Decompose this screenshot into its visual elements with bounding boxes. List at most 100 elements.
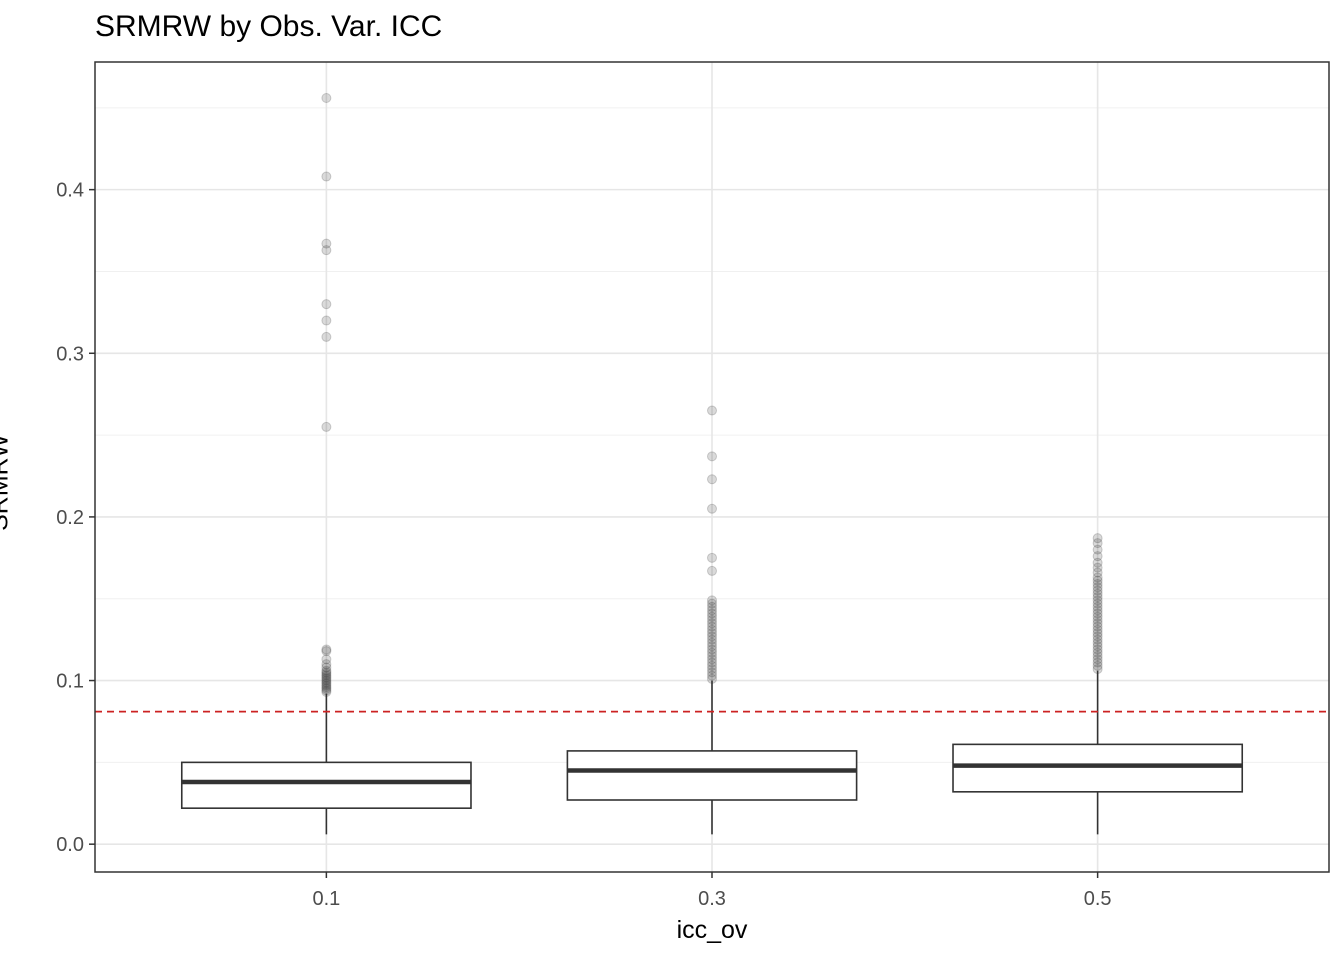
outlier-point [321, 421, 332, 432]
outlier-point [707, 474, 717, 485]
outlier-point [1092, 628, 1103, 639]
outlier-point [321, 659, 332, 670]
outlier-point [1092, 551, 1103, 562]
outlier-point [321, 683, 332, 694]
outlier-point [1092, 660, 1103, 671]
y-tick-label: 0.4 [56, 180, 84, 202]
outlier-point [1092, 585, 1103, 596]
outlier-point [321, 665, 332, 676]
outlier-point [1092, 618, 1103, 629]
outlier-point [707, 615, 717, 625]
outlier-point [707, 503, 717, 514]
x-tick-label: 0.3 [698, 888, 726, 910]
outlier-point [707, 634, 717, 645]
outlier-point [321, 662, 332, 673]
outlier-point [1092, 533, 1103, 544]
outlier-point [1092, 572, 1103, 583]
outlier-point [321, 93, 332, 103]
outlier-point [707, 565, 717, 576]
outlier-point [707, 637, 717, 648]
outlier-point [1092, 654, 1103, 665]
x-tick-label: 0.5 [1084, 888, 1112, 910]
outlier-point [707, 605, 717, 616]
outlier-point [1092, 562, 1103, 573]
outlier-point [321, 675, 332, 686]
outlier-point [1092, 621, 1103, 632]
outlier-point [707, 624, 717, 635]
outlier-point [707, 647, 717, 658]
outlier-point [1092, 651, 1103, 661]
outlier-point [321, 670, 332, 681]
outlier-point [1092, 579, 1103, 589]
outlier-point [707, 670, 717, 681]
y-tick-label: 0.3 [56, 343, 84, 365]
iqr-box [952, 743, 1244, 793]
outlier-point [1092, 644, 1103, 655]
outlier-point [321, 682, 332, 693]
outlier-point [321, 669, 332, 679]
outlier-point [1092, 624, 1103, 635]
outlier-point [707, 657, 717, 668]
axis-ticks: 0.0 0.1 0.2 0.3 0.4 0.1 0.3 0.5 [56, 180, 1111, 910]
outlier-point [1092, 611, 1103, 622]
outlier-point [1092, 631, 1103, 642]
outlier-point [321, 673, 332, 684]
outlier-point [707, 451, 717, 462]
outlier-point [1092, 592, 1103, 603]
y-tick-label: 0.2 [56, 507, 84, 529]
outlier-point [1092, 538, 1103, 549]
outlier-point [707, 651, 717, 661]
outlier-point [707, 641, 717, 652]
outlier-point [707, 644, 717, 655]
outlier-point [1092, 615, 1103, 625]
box-series [180, 93, 1244, 835]
outlier-point [707, 608, 717, 619]
outlier-point [1092, 657, 1103, 668]
outlier-point [1092, 637, 1103, 648]
outlier-point [707, 611, 717, 622]
outlier-point [707, 598, 717, 609]
outlier-point [321, 238, 332, 249]
x-axis-label: icc_ov [676, 916, 748, 944]
outlier-point [1092, 567, 1103, 578]
outlier-point [321, 315, 332, 326]
outlier-point [707, 667, 717, 678]
chart-title: SRMRW by Obs. Var. ICC [95, 10, 443, 43]
outlier-point [1092, 605, 1103, 616]
outlier-point [1092, 601, 1103, 612]
outlier-point [1092, 575, 1103, 586]
outlier-point [1092, 582, 1103, 593]
outlier-point [707, 601, 717, 612]
outlier-point [707, 621, 717, 632]
y-tick-label: 0.0 [56, 834, 84, 856]
outlier-point [1092, 544, 1103, 555]
outlier-point [321, 680, 332, 691]
outlier-point [1092, 557, 1103, 568]
y-tick-label: 0.1 [56, 671, 84, 693]
outlier-point [1092, 647, 1103, 658]
outlier-point [707, 654, 717, 665]
outlier-point [1092, 641, 1103, 652]
box-0.5 [952, 533, 1244, 835]
outlier-point [1092, 598, 1103, 609]
outlier-point [1092, 588, 1103, 599]
outlier-point [321, 331, 332, 342]
outlier-point [321, 667, 332, 678]
outlier-point [321, 654, 332, 665]
x-tick-label: 0.1 [312, 888, 340, 910]
outlier-point [707, 660, 717, 671]
outlier-point [707, 552, 717, 563]
outlier-point [321, 299, 332, 310]
outlier-point [321, 677, 332, 688]
outlier-point [707, 628, 717, 639]
outlier-point [321, 646, 332, 657]
outlier-point [707, 595, 717, 606]
outlier-point [707, 631, 717, 642]
outlier-point [321, 171, 332, 182]
outlier-point [707, 405, 717, 416]
outlier-point [1092, 595, 1103, 606]
outlier-point [321, 672, 332, 683]
box-0.3 [566, 405, 858, 835]
iqr-box [566, 750, 858, 801]
